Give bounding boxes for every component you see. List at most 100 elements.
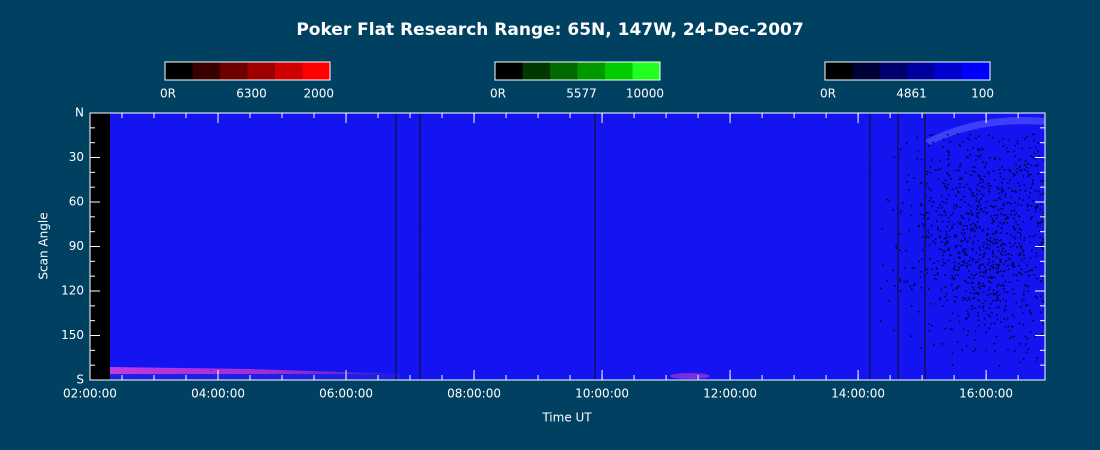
noise-dot — [944, 185, 946, 187]
noise-dot — [979, 204, 981, 206]
noise-dot — [1013, 209, 1015, 212]
noise-dot — [964, 238, 966, 241]
noise-dot — [985, 331, 987, 333]
noise-dot — [962, 217, 965, 220]
noise-dot — [990, 215, 992, 217]
noise-dot — [978, 247, 980, 249]
noise-dot — [1013, 150, 1015, 153]
noise-dot — [923, 224, 925, 227]
noise-dot — [960, 240, 962, 243]
noise-dot — [959, 206, 962, 208]
noise-dot — [997, 267, 999, 269]
noise-dot — [1035, 252, 1037, 254]
noise-dot — [369, 240, 370, 242]
noise-dot — [927, 232, 930, 234]
noise-dot — [962, 264, 964, 266]
noise-dot — [1003, 169, 1006, 171]
noise-dot — [1032, 319, 1034, 322]
noise-dot — [1030, 313, 1032, 315]
noise-dot — [936, 273, 939, 276]
noise-dot — [939, 230, 942, 232]
noise-dot — [1031, 156, 1034, 158]
noise-dot — [330, 288, 331, 290]
noise-dot — [965, 318, 967, 320]
noise-dot — [1000, 321, 1002, 323]
noise-dot — [868, 170, 870, 172]
noise-dot — [989, 287, 991, 289]
noise-dot — [945, 202, 947, 204]
noise-dot — [934, 238, 937, 241]
noise-dot — [983, 324, 986, 326]
noise-dot — [1037, 156, 1040, 158]
noise-dot — [1007, 268, 1010, 270]
noise-dot — [1000, 227, 1003, 229]
noise-dot — [1026, 166, 1028, 169]
noise-dot — [900, 148, 902, 151]
noise-dot — [982, 181, 984, 184]
y-axis-label: Scan Angle — [37, 212, 51, 279]
noise-dot — [961, 232, 963, 234]
noise-dot — [935, 210, 938, 212]
noise-dot — [1020, 259, 1023, 261]
noise-dot — [998, 264, 1000, 266]
noise-dot — [849, 291, 851, 292]
noise-dot — [993, 322, 996, 325]
sky-field — [90, 113, 1045, 380]
x-tick-label: 10:00:00 — [575, 387, 629, 401]
noise-dot — [1002, 242, 1004, 245]
noise-dot — [486, 137, 488, 139]
noise-dot — [1039, 193, 1041, 196]
noise-dot — [284, 131, 286, 132]
noise-dot — [991, 222, 993, 224]
noise-dot — [1022, 249, 1024, 251]
noise-dot — [899, 212, 901, 214]
noise-dot — [1007, 325, 1010, 328]
noise-dot — [977, 315, 979, 317]
noise-dot — [1010, 196, 1013, 199]
noise-dot — [932, 141, 934, 144]
noise-dot — [984, 207, 986, 209]
noise-dot — [1024, 284, 1026, 286]
noise-dot — [945, 214, 947, 216]
noise-dot — [931, 205, 933, 208]
noise-dot — [1026, 170, 1029, 172]
noise-dot — [998, 294, 1001, 296]
noise-dot — [968, 298, 971, 301]
noise-dot — [1020, 247, 1022, 249]
noise-dot — [964, 252, 966, 254]
colorbar-frame — [494, 61, 661, 81]
noise-dot — [205, 146, 207, 148]
noise-dot — [1011, 210, 1013, 212]
noise-dot — [988, 258, 990, 260]
noise-dot — [959, 165, 961, 168]
noise-dot — [865, 157, 867, 159]
noise-dot — [964, 253, 966, 256]
noise-dot — [264, 186, 266, 188]
noise-dot — [1005, 300, 1007, 303]
noise-dot — [967, 330, 970, 333]
noise-dot — [1008, 187, 1010, 189]
colorbar-label: 6300 — [236, 87, 267, 101]
noise-dot — [982, 195, 985, 197]
noise-dot — [1040, 280, 1043, 282]
noise-dot — [951, 312, 954, 314]
noise-dot — [210, 254, 212, 256]
noise-dot — [439, 307, 441, 309]
noise-dot — [917, 226, 920, 228]
noise-dot — [951, 277, 954, 279]
colorbar-swatch — [192, 62, 220, 80]
noise-dot — [780, 137, 782, 139]
noise-dot — [1006, 222, 1009, 224]
noise-dot — [303, 352, 305, 353]
noise-dot — [960, 214, 962, 217]
noise-dot — [475, 308, 477, 310]
noise-dot — [1002, 204, 1005, 207]
noise-dot — [941, 220, 944, 223]
noise-dot — [968, 315, 970, 317]
noise-dot — [1019, 165, 1021, 167]
noise-dot — [955, 195, 957, 197]
noise-dot — [948, 249, 950, 251]
noise-dot — [976, 193, 978, 196]
noise-dot — [941, 207, 943, 209]
colorbar-swatch — [632, 62, 660, 80]
